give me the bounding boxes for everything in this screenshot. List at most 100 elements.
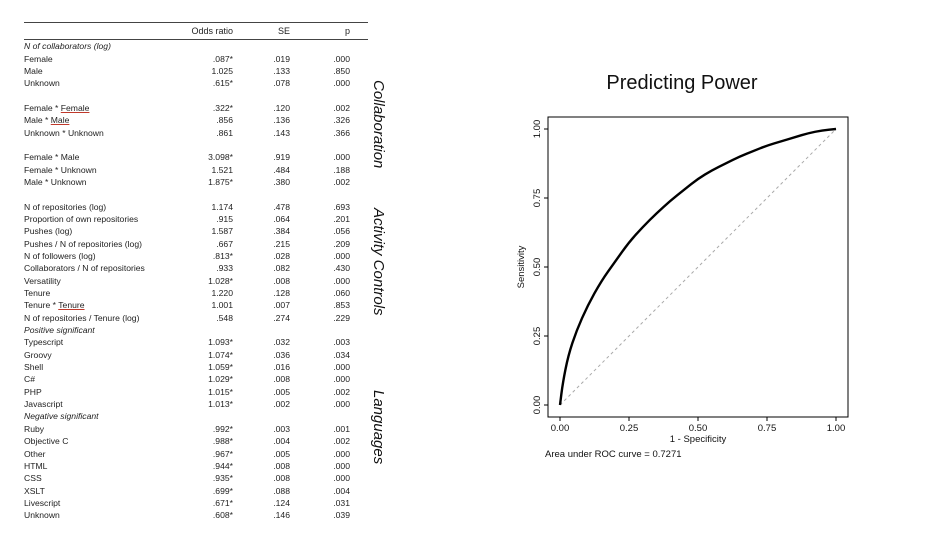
odds-ratio-cell: .087*	[212, 53, 233, 64]
variable-cell: CSS	[24, 473, 42, 484]
se-cell: .124	[273, 497, 290, 508]
table-row: Typescript 1.093* .032 .003	[24, 336, 368, 348]
se-cell: .120	[273, 102, 290, 113]
se-cell: .088	[273, 485, 290, 496]
p-cell: .853	[333, 300, 350, 311]
variable-cell: Groovy	[24, 349, 52, 360]
variable-cell: XSLT	[24, 485, 45, 496]
variable-cell: Female	[24, 53, 53, 64]
table-row: Groovy 1.074* .036 .034	[24, 349, 368, 361]
x-axis-label: 1 - Specificity	[670, 434, 727, 445]
se-cell: .919	[273, 152, 290, 163]
odds-ratio-cell: .322*	[212, 102, 233, 113]
table-row: Other .967* .005 .000	[24, 447, 368, 459]
table-row: Javascript 1.013* .002 .000	[24, 398, 368, 410]
variable-cell: Proportion of own repositories	[24, 213, 139, 224]
section-header: Positive significant	[24, 324, 368, 336]
odds-ratio-cell: .671*	[212, 497, 233, 508]
y-tick-label: 0.50	[532, 258, 543, 277]
odds-ratio-cell: 1.028*	[208, 275, 233, 286]
p-cell: .000	[333, 460, 350, 471]
variable-cell: HTML	[24, 460, 48, 471]
se-cell: .274	[273, 312, 290, 323]
variable-cell: Livescript	[24, 497, 61, 508]
languages-label: Languages	[370, 390, 387, 465]
table-row: Female * Unknown 1.521 .484 .188	[24, 163, 368, 175]
variable-cell: Versatility	[24, 275, 61, 286]
se-cell: .028	[273, 251, 290, 262]
se-cell: .003	[273, 423, 290, 434]
x-tick-label: 0.25	[620, 423, 639, 434]
table-row: PHP 1.015* .005 .002	[24, 386, 368, 398]
se-cell: .008	[273, 460, 290, 471]
se-cell: .002	[273, 399, 290, 410]
p-cell: .000	[333, 374, 350, 385]
table-row: Proportion of own repositories .915 .064 .2…	[24, 213, 368, 225]
table-row: Ruby .992* .003 .001	[24, 423, 368, 435]
se-cell: .380	[273, 176, 290, 187]
odds-ratio-cell: 1.015*	[208, 386, 233, 397]
chart-title: Predicting Power	[606, 72, 758, 94]
se-cell: .032	[273, 337, 290, 348]
se-cell: .008	[273, 275, 290, 286]
odds-ratio-cell: 1.001	[211, 300, 233, 311]
se-cell: .143	[273, 127, 290, 138]
odds-ratio-cell: .615*	[212, 78, 233, 89]
se-cell: .008	[273, 374, 290, 385]
p-cell: .060	[333, 288, 350, 299]
table-row: Pushes / N of repositories (log) .667 .215…	[24, 238, 368, 250]
se-cell: .136	[273, 115, 290, 126]
odds-ratio-cell: 1.013*	[208, 399, 233, 410]
variable-cell: Tenure * Tenure	[24, 300, 85, 311]
odds-ratio-cell: 1.029*	[208, 374, 233, 385]
odds-ratio-cell: 1.521	[211, 164, 233, 175]
odds-ratio-cell: 1.220	[211, 288, 233, 299]
p-cell: .000	[333, 399, 350, 410]
table-row: Male * Unknown 1.875* .380 .002	[24, 176, 368, 188]
odds-ratio-cell: .548	[216, 312, 233, 323]
odds-ratio-cell: 1.059*	[208, 362, 233, 373]
table-row: Female .087* .019 .000	[24, 52, 368, 64]
p-cell: .000	[333, 152, 350, 163]
p-cell: .002	[333, 386, 350, 397]
odds-ratio-cell: 1.074*	[208, 349, 233, 360]
se-cell: .004	[273, 436, 290, 447]
p-cell: .001	[333, 423, 350, 434]
x-tick-label: 0.75	[758, 423, 777, 434]
table-row: Livescript .671* .124 .031	[24, 497, 368, 509]
odds-ratio-cell: 1.025	[211, 65, 233, 76]
se-cell: .016	[273, 362, 290, 373]
variable-cell: Ruby	[24, 423, 45, 434]
table-row: Pushes (log) 1.587 .384 .056	[24, 225, 368, 237]
variable-cell: Unknown * Unknown	[24, 127, 104, 138]
p-cell: .850	[333, 65, 350, 76]
y-axis-label: Sensitivity	[516, 245, 527, 288]
table-row: N of repositories (log) 1.174 .478 .693	[24, 200, 368, 212]
p-cell: .366	[333, 127, 350, 138]
table-row: CSS .935* .008 .000	[24, 472, 368, 484]
p-cell: .209	[333, 238, 350, 249]
roc-curve	[558, 127, 837, 406]
table-row: Shell 1.059* .016 .000	[24, 361, 368, 373]
header-odds-ratio: Odds ratio	[178, 22, 233, 40]
variable-cell: Collaborators / N of repositories	[24, 263, 145, 274]
odds-ratio-cell: .861	[216, 127, 233, 138]
section-title: Positive significant	[24, 325, 95, 336]
table-row: Unknown .608* .146 .039	[24, 509, 368, 521]
table-row: Female * Female .322* .120 .002	[24, 102, 368, 114]
header-se: SE	[233, 22, 290, 40]
p-cell: .000	[333, 251, 350, 262]
table-row: Collaborators / N of repositories .933 .08…	[24, 262, 368, 274]
table-row: C# 1.029* .008 .000	[24, 373, 368, 385]
p-cell: .229	[333, 312, 350, 323]
p-cell: .002	[333, 102, 350, 113]
variable-cell: Tenure	[24, 288, 51, 299]
variable-cell: N of repositories / Tenure (log)	[24, 312, 140, 323]
table-row: N of followers (log) .813* .028 .000	[24, 250, 368, 262]
p-cell: .201	[333, 213, 350, 224]
auc-annotation: Area under ROC curve = 0.7271	[545, 449, 682, 460]
odds-ratio-cell: 1.587	[211, 226, 233, 237]
variable-cell: Objective C	[24, 436, 69, 447]
table-row: Unknown * Unknown .861 .143 .366	[24, 126, 368, 138]
y-tick-label: 1.00	[532, 120, 543, 139]
